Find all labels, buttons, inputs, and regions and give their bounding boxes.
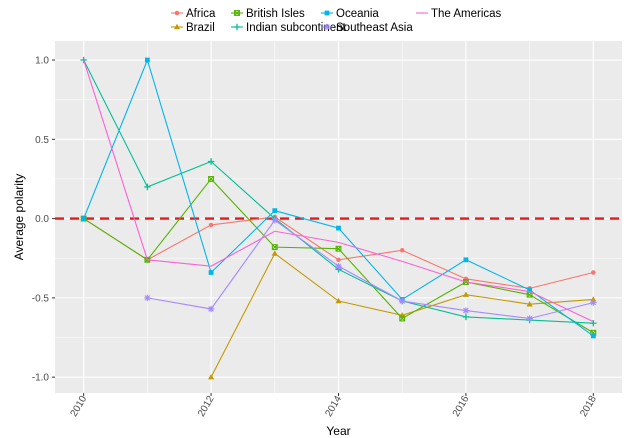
point-oceania bbox=[527, 287, 533, 293]
point-british-isles bbox=[208, 175, 215, 182]
legend-label: Brazil bbox=[186, 22, 215, 34]
legend-label: British Isles bbox=[246, 8, 305, 20]
point-british-isles bbox=[399, 315, 406, 322]
y-tick-label: 0.5 bbox=[35, 135, 49, 146]
point-southeast-asia bbox=[462, 307, 470, 314]
legend-key-marker bbox=[233, 23, 241, 31]
point-brazil bbox=[335, 297, 342, 304]
series-the-americas bbox=[83, 59, 594, 323]
series-line-the-americas bbox=[83, 59, 594, 323]
legend-label: Africa bbox=[186, 8, 216, 20]
legend-item-the-americas: The Americas bbox=[416, 8, 502, 20]
legend-item-indian-subcontinent: Indian subcontinent bbox=[231, 22, 347, 34]
point-oceania bbox=[590, 333, 596, 339]
point-southeast-asia bbox=[271, 216, 278, 224]
series-british-isles bbox=[80, 175, 597, 336]
x-tick-label: 2016 bbox=[451, 394, 472, 419]
point-indian-subcontinent bbox=[80, 56, 87, 64]
legend-key-marker-box bbox=[234, 10, 240, 16]
legend-key-marker bbox=[323, 23, 331, 31]
point-brazil bbox=[526, 301, 533, 307]
legend-item-british-isles: British Isles bbox=[231, 8, 305, 20]
x-tick-label: 2010 bbox=[69, 394, 90, 419]
point-oceania bbox=[272, 208, 278, 214]
series-line-southeast-asia bbox=[147, 219, 594, 320]
legend-label: Southeast Asia bbox=[336, 22, 413, 34]
point-southeast-asia bbox=[335, 262, 342, 270]
legend-key-marker-cross bbox=[234, 10, 240, 16]
y-tick-label: -1.0 bbox=[32, 373, 50, 384]
legend-item-southeast-asia: Southeast Asia bbox=[321, 22, 413, 34]
point-indian-subcontinent bbox=[144, 183, 151, 191]
point-indian-subcontinent bbox=[462, 313, 470, 321]
legend-label: Oceania bbox=[336, 8, 379, 20]
point-brazil bbox=[208, 373, 215, 380]
point-oceania bbox=[208, 270, 214, 275]
point-british-isles-cross bbox=[335, 245, 342, 252]
point-british-isles-box bbox=[271, 244, 278, 251]
point-southeast-asia bbox=[207, 305, 215, 313]
point-southeast-asia bbox=[399, 297, 406, 305]
legend-key-marker bbox=[234, 10, 240, 16]
point-oceania bbox=[463, 257, 469, 263]
legend-item-africa: Africa bbox=[171, 8, 216, 20]
point-africa bbox=[208, 222, 214, 228]
legend: Africa Brazil British Isles Indian subconti… bbox=[171, 8, 502, 34]
series-southeast-asia bbox=[144, 216, 597, 322]
point-africa bbox=[591, 270, 596, 275]
point-southeast-asia bbox=[526, 315, 533, 322]
point-british-isles-box bbox=[208, 175, 215, 182]
point-southeast-asia bbox=[590, 299, 597, 306]
legend-key-marker bbox=[174, 10, 180, 16]
point-british-isles-cross bbox=[208, 176, 214, 182]
series-layer bbox=[80, 56, 597, 380]
point-brazil bbox=[462, 291, 469, 297]
point-british-isles-cross bbox=[526, 291, 533, 298]
legend-item-oceania: Oceania bbox=[321, 8, 379, 20]
y-tick-label: 0.0 bbox=[35, 214, 49, 225]
point-brazil bbox=[271, 250, 278, 256]
x-tick-label: 2012 bbox=[196, 394, 217, 419]
x-tick-label: 2018 bbox=[578, 394, 599, 419]
legend-key-marker bbox=[324, 10, 330, 16]
point-oceania bbox=[144, 57, 150, 63]
x-axis-title: Year bbox=[326, 424, 350, 438]
legend-item-brazil: Brazil bbox=[171, 22, 215, 34]
point-indian-subcontinent bbox=[207, 158, 215, 165]
legend-label: The Americas bbox=[431, 8, 502, 20]
point-british-isles-box bbox=[335, 245, 342, 252]
y-tick-label: -0.5 bbox=[32, 293, 50, 304]
y-axis-title: Average polarity bbox=[12, 174, 26, 261]
point-british-isles-cross bbox=[272, 244, 278, 250]
point-british-isles-box bbox=[399, 315, 406, 322]
y-tick-label: 1.0 bbox=[35, 56, 49, 67]
point-africa bbox=[399, 248, 405, 253]
point-british-isles bbox=[335, 245, 342, 252]
point-british-isles bbox=[271, 244, 278, 251]
point-oceania bbox=[336, 225, 341, 231]
legend-label: Indian subcontinent bbox=[246, 22, 347, 34]
point-oceania bbox=[81, 216, 87, 221]
legend-key-marker bbox=[173, 23, 181, 30]
x-tick-label: 2014 bbox=[323, 394, 344, 419]
point-british-isles-cross bbox=[399, 315, 405, 322]
point-southeast-asia bbox=[144, 294, 151, 302]
point-africa bbox=[336, 257, 341, 263]
